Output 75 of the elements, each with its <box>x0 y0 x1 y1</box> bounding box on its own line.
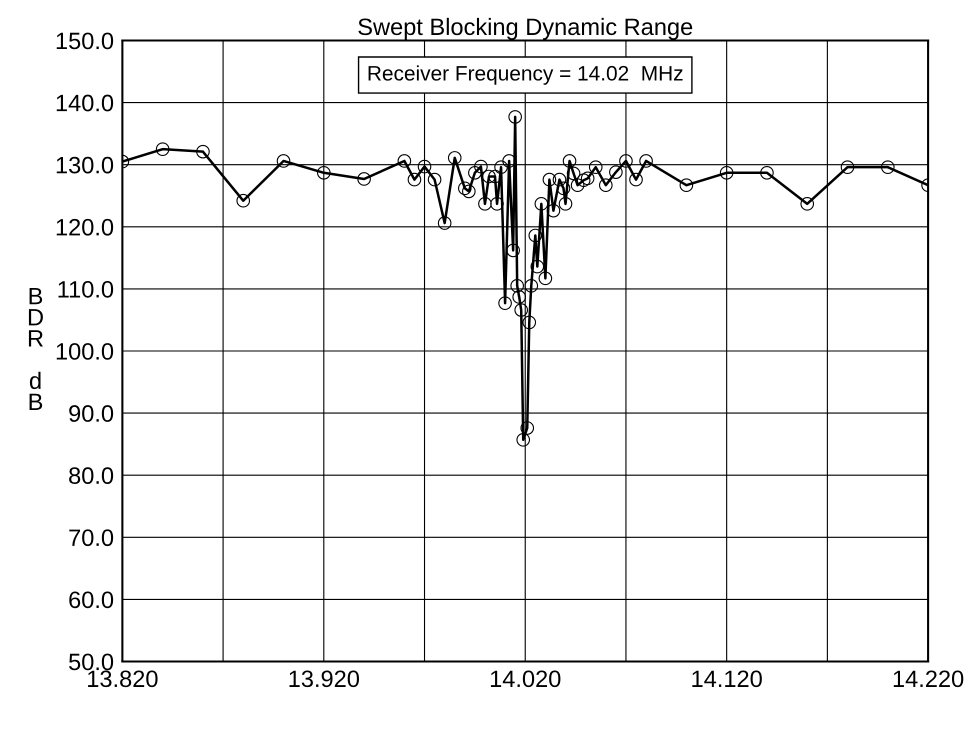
y-tick-label: 50.0 <box>69 654 114 670</box>
y-tick-label: 130.0 <box>56 156 114 174</box>
point <box>516 433 530 447</box>
point <box>506 244 520 258</box>
point <box>524 278 538 293</box>
point <box>800 197 814 211</box>
point <box>520 421 534 435</box>
y-tick-label: 60.0 <box>69 591 114 608</box>
y-tick-label: 120.0 <box>56 218 114 236</box>
point <box>760 166 774 180</box>
point <box>639 154 653 168</box>
point <box>156 142 170 156</box>
point <box>558 197 572 211</box>
point <box>490 197 504 211</box>
point <box>498 296 512 310</box>
point <box>514 303 528 317</box>
point <box>619 154 633 168</box>
y-tick-label: 110.0 <box>58 280 114 298</box>
y-tick-label: 100.0 <box>56 343 114 360</box>
point <box>570 178 584 192</box>
point <box>510 278 524 293</box>
x-tick-label: 14.020 <box>490 670 560 688</box>
point <box>522 316 536 330</box>
annotation: Receiver Frequency = 14.02 MHz <box>368 65 683 85</box>
y-tick-label: 140.0 <box>56 94 114 112</box>
point <box>196 144 210 158</box>
y-tick-label: 70.0 <box>69 529 114 546</box>
point <box>408 172 422 186</box>
point <box>418 160 432 174</box>
point <box>317 166 331 180</box>
y-tick-label: 150.0 <box>56 32 114 50</box>
point <box>599 178 613 192</box>
point <box>629 172 643 186</box>
point <box>528 228 542 242</box>
point <box>576 173 590 188</box>
x-tick-label: 13.920 <box>290 670 359 688</box>
point <box>398 154 412 168</box>
point <box>458 181 472 196</box>
point <box>580 172 594 186</box>
point <box>357 172 371 186</box>
point <box>236 194 250 208</box>
point <box>538 272 552 286</box>
y-tick-label: 90.0 <box>69 405 114 422</box>
y-axis-title: B D R d B <box>28 288 43 410</box>
point <box>462 184 476 198</box>
point <box>508 110 522 124</box>
point <box>556 181 570 196</box>
point <box>494 160 508 174</box>
point <box>512 290 526 304</box>
point <box>609 165 623 179</box>
point <box>840 160 854 174</box>
x-tick-label: 13.820 <box>88 670 158 688</box>
point <box>438 216 452 230</box>
point <box>534 197 548 211</box>
y-tick-label: 80.0 <box>69 467 114 484</box>
x-tick-label: 14.120 <box>692 670 762 688</box>
point <box>482 170 496 184</box>
point <box>546 204 560 218</box>
point <box>566 166 580 180</box>
point <box>448 151 462 165</box>
point <box>276 154 290 168</box>
chart-title: Swept Blocking Dynamic Range <box>358 18 692 40</box>
point <box>562 154 576 168</box>
point <box>542 172 556 186</box>
point <box>588 160 603 174</box>
point <box>478 197 492 211</box>
point <box>468 166 482 180</box>
point <box>552 172 566 186</box>
point <box>428 172 442 186</box>
point <box>720 166 734 180</box>
point <box>530 260 544 274</box>
x-tick-label: 14.220 <box>894 670 964 688</box>
point <box>474 160 488 174</box>
point <box>881 160 895 174</box>
point <box>680 178 694 192</box>
